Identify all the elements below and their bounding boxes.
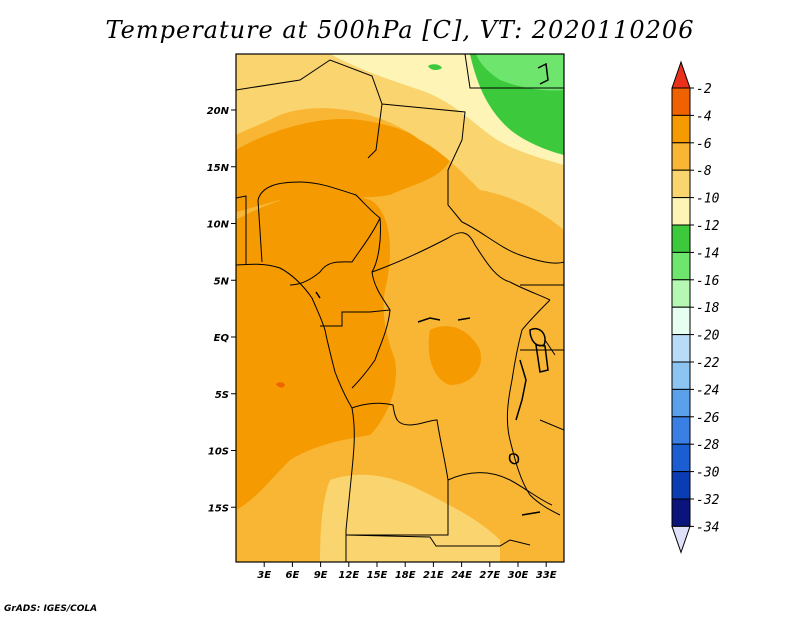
field-minus10-south <box>320 474 500 562</box>
lon-tick-label: 18E <box>395 570 416 581</box>
lat-tick-label: 5S <box>215 390 229 401</box>
border-benin <box>257 199 263 263</box>
latitude-axis: 20N 15N 10N 5N EQ 5S 10S 15S <box>207 106 236 514</box>
colorbar-swatch <box>671 471 691 500</box>
lon-tick-label: 3E <box>257 570 271 581</box>
lat-tick-label: EQ <box>214 333 230 344</box>
lon-tick-label: 27E <box>479 570 500 581</box>
lon-tick-label: 30E <box>508 570 529 581</box>
border-sudan <box>464 54 564 89</box>
colorbar-swatch <box>671 224 691 253</box>
colorbar-swatch <box>671 361 691 390</box>
colorbar-swatch <box>671 279 691 308</box>
colorbar-label: -4 <box>696 109 712 124</box>
colorbar-swatch <box>671 416 691 445</box>
colorbar-label: -10 <box>696 192 720 207</box>
grads-credit: GrADS: IGES/COLA <box>4 604 98 614</box>
lon-tick-label: 15E <box>367 570 388 581</box>
lakes <box>315 62 549 516</box>
colorbar-label: -32 <box>696 493 720 508</box>
colorbar-label: -20 <box>696 329 720 344</box>
lake-tanganyika <box>515 359 527 421</box>
border-congo <box>351 309 391 389</box>
lon-tick-label: 9E <box>314 570 328 581</box>
field-minus14-spot <box>428 64 442 71</box>
lat-tick-label: 20N <box>207 106 230 117</box>
field-minus6 <box>236 192 396 510</box>
lake-kariba <box>521 511 541 516</box>
colorbar-swatch <box>671 169 691 199</box>
colorbar: -2 -4 -6 -8 -10 -12 -14 -16 -18 -20 -22 -24 -26 -28 -3… <box>671 60 720 554</box>
border-coast-west <box>236 263 355 562</box>
field-minus6-east <box>428 326 481 385</box>
lon-tick-label: 12E <box>338 570 359 581</box>
colorbar-label: -30 <box>696 466 720 481</box>
colorbar-label: -22 <box>696 356 720 371</box>
longitude-axis: 3E 6E 9E 12E 15E 18E 21E 24E 27E 30E 33E <box>257 562 557 581</box>
colorbar-label: -12 <box>696 219 720 234</box>
field-minus6-north <box>236 119 450 212</box>
border-car <box>371 232 551 301</box>
colorbar-swatch <box>671 306 691 336</box>
colorbar-label: -2 <box>696 82 712 97</box>
lat-tick-label: 10N <box>207 220 230 231</box>
colorbar-label: -18 <box>696 301 720 316</box>
border-east-africa <box>520 284 564 431</box>
border-chad-east <box>381 103 466 223</box>
lake-kivu <box>535 344 549 373</box>
lake-marks-1 <box>417 317 471 323</box>
field-minus4-patch <box>276 382 285 388</box>
colorbar-label: -34 <box>696 520 719 535</box>
lat-tick-label: 15N <box>207 163 230 174</box>
colorbar-swatch <box>671 197 691 226</box>
lon-tick-label: 24E <box>451 570 472 581</box>
colorbar-swatch <box>671 443 691 473</box>
lat-tick-label: 10S <box>208 447 229 458</box>
colorbar-label: -14 <box>696 246 719 261</box>
lon-tick-label: 6E <box>286 570 300 581</box>
colorbar-swatch <box>671 388 691 418</box>
chart-title: Temperature at 500hPa [C], VT: 202011020… <box>105 16 695 44</box>
lat-tick-label: 5N <box>214 276 230 287</box>
colorbar-label: -8 <box>696 164 712 179</box>
lake-chad-mark <box>315 291 321 299</box>
lat-tick-label: 15S <box>208 503 229 514</box>
colorbar-swatch <box>671 334 691 363</box>
border-south-sudan <box>461 221 564 264</box>
colorbar-label: -26 <box>696 411 720 426</box>
temperature-field <box>236 54 564 562</box>
lon-tick-label: 21E <box>423 570 444 581</box>
colorbar-label: -28 <box>696 438 720 453</box>
country-borders <box>236 54 564 562</box>
colorbar-bottom-triangle <box>671 525 691 554</box>
field-minus16 <box>476 54 564 91</box>
colorbar-label: -6 <box>696 137 712 152</box>
border-ghana <box>236 195 247 265</box>
border-zambia <box>447 472 553 506</box>
colorbar-label: -24 <box>696 383 719 398</box>
border-drc-east <box>506 299 561 516</box>
colorbar-label: -16 <box>696 274 720 289</box>
border-angola <box>346 402 449 536</box>
colorbar-swatch <box>671 142 691 171</box>
lake-nasser <box>537 62 549 85</box>
colorbar-swatch <box>671 498 691 527</box>
lake-mweru <box>508 453 520 465</box>
lake-victoria <box>529 328 546 347</box>
colorbar-top-triangle <box>671 60 691 89</box>
lon-tick-label: 33E <box>536 570 557 581</box>
colorbar-swatch <box>671 114 691 144</box>
colorbar-swatch <box>671 87 691 116</box>
border-niger-north <box>236 59 383 159</box>
colorbar-swatch <box>671 251 691 281</box>
border-namibia <box>345 534 531 547</box>
map-frame <box>235 53 565 563</box>
